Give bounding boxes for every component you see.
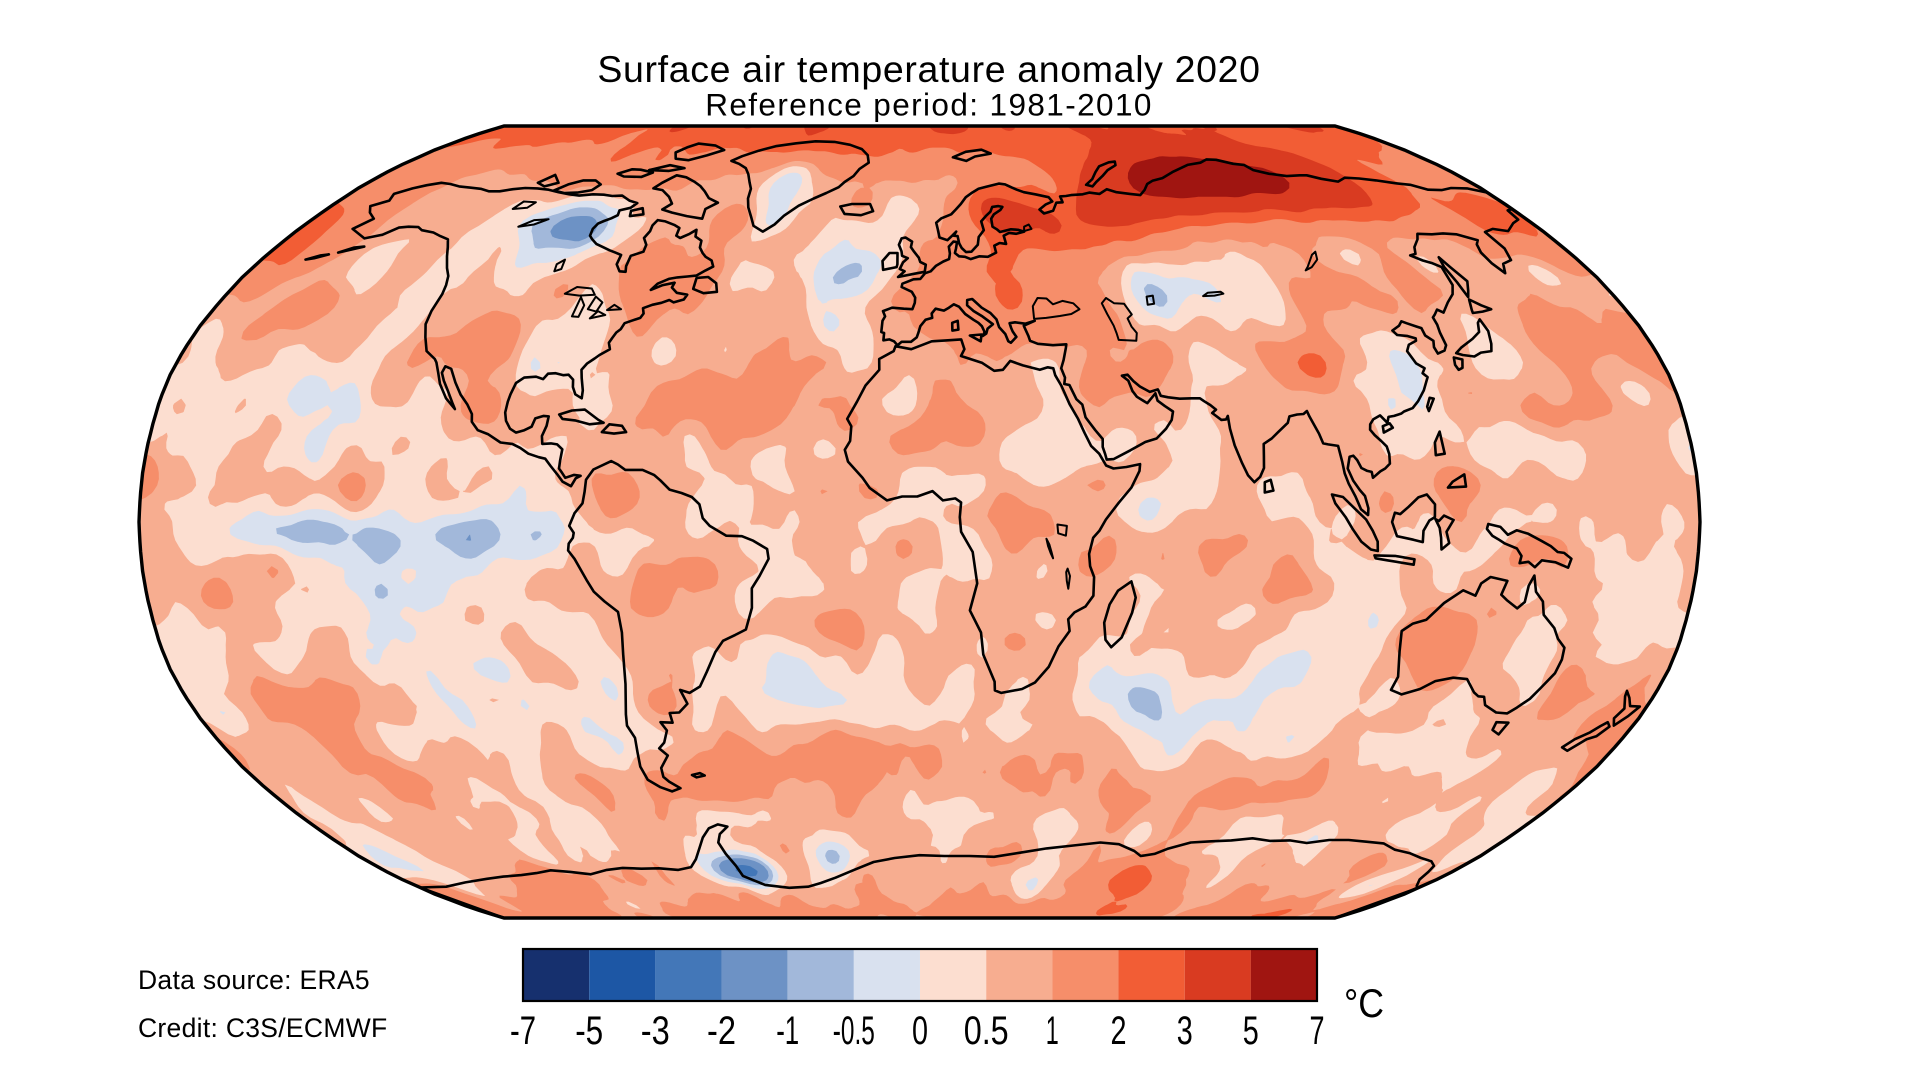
svg-text:-5: -5 [575, 1009, 603, 1053]
svg-text:5: 5 [1243, 1009, 1259, 1053]
svg-text:1: 1 [1046, 1009, 1059, 1053]
svg-text:7: 7 [1310, 1009, 1325, 1053]
svg-text:Credit: C3S/ECMWF: Credit: C3S/ECMWF [138, 1013, 388, 1043]
svg-text:0: 0 [912, 1009, 928, 1053]
svg-text:-2: -2 [707, 1009, 736, 1053]
svg-text:-1: -1 [776, 1009, 799, 1053]
svg-text:Reference period: 1981-2010: Reference period: 1981-2010 [705, 87, 1153, 123]
svg-text:-0.5: -0.5 [833, 1009, 875, 1053]
svg-text:0.5: 0.5 [964, 1009, 1009, 1053]
svg-text:3: 3 [1177, 1009, 1193, 1053]
svg-text:°C: °C [1344, 982, 1384, 1026]
svg-text:Data source: ERA5: Data source: ERA5 [138, 965, 370, 995]
svg-text:-3: -3 [641, 1009, 670, 1053]
svg-text:Surface air temperature anomal: Surface air temperature anomaly 2020 [597, 48, 1260, 90]
svg-text:-7: -7 [510, 1009, 536, 1053]
svg-text:2: 2 [1111, 1009, 1127, 1053]
